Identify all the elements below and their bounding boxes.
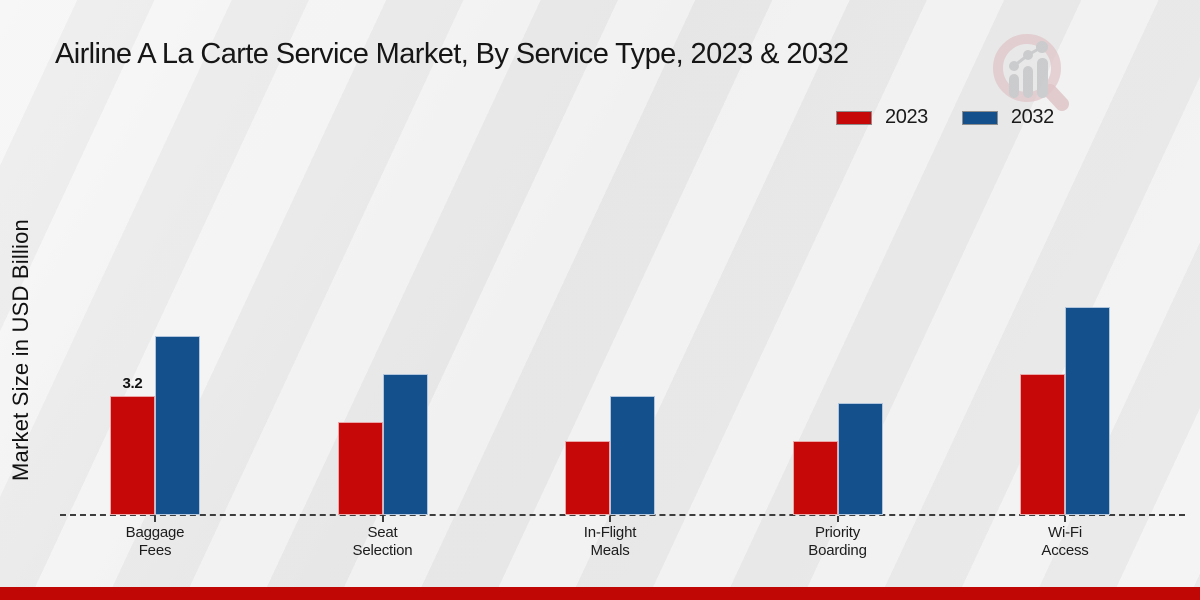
chart-title: Airline A La Carte Service Market, By Se… [55, 38, 849, 70]
bar-2023-seat-selection [337, 422, 383, 515]
bar-2023-baggage-fees [110, 396, 155, 515]
bar-2023-wi-fi-access [1020, 374, 1065, 515]
category-label-wi-fi-access: Wi-Fi Access [1041, 524, 1089, 559]
magnifier-bar-chart-logo-icon [993, 34, 1069, 111]
x-axis-tick [609, 516, 611, 522]
x-axis-baseline [60, 514, 1185, 516]
legend-label-2023: 2023 [885, 106, 928, 128]
x-axis-tick [381, 516, 384, 522]
x-axis-tick [154, 516, 156, 522]
footer-band [0, 587, 1200, 600]
bar-2032-priority-boarding [837, 403, 883, 515]
bar-value-label: 3.2 [122, 375, 143, 392]
x-axis-tick [1064, 516, 1066, 522]
category-label-baggage-fees: Baggage Fees [125, 524, 185, 559]
legend-item-2023: 2023 [836, 106, 928, 129]
bar-2023-in-flight-meals [565, 441, 610, 515]
legend-swatch-2032 [961, 110, 998, 125]
bar-2032-wi-fi-access [1065, 307, 1110, 515]
category-label-seat-selection: Seat Selection [352, 524, 413, 559]
legend: 2023 2032 [836, 106, 1054, 129]
bar-2023-priority-boarding [792, 441, 838, 515]
legend-swatch-2023 [836, 110, 872, 125]
bar-2032-baggage-fees [155, 336, 200, 515]
bar-2032-seat-selection [382, 374, 428, 515]
bar-2032-in-flight-meals [610, 396, 655, 515]
category-label-priority-boarding: Priority Boarding [808, 524, 867, 559]
x-axis-tick [836, 516, 839, 522]
legend-label-2032: 2032 [1010, 106, 1054, 128]
legend-item-2032: 2032 [961, 106, 1054, 129]
category-label-in-flight-meals: In-Flight Meals [583, 524, 637, 559]
